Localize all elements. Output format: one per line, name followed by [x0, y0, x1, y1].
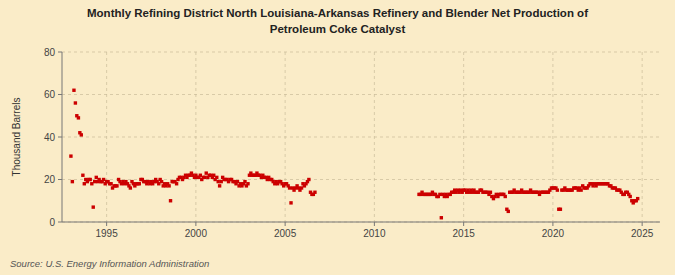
grid	[62, 52, 660, 222]
x-tick	[106, 222, 107, 226]
x-tick	[642, 222, 643, 226]
y-tick	[58, 52, 62, 53]
point	[199, 174, 202, 177]
point	[77, 116, 80, 119]
title: Monthly Refining District North Louisian…	[87, 7, 588, 35]
x-tick	[374, 222, 375, 226]
point	[215, 176, 218, 179]
point	[489, 191, 492, 194]
point	[579, 188, 582, 191]
grid-line-y	[62, 94, 660, 95]
point	[72, 89, 75, 92]
chart: Monthly Refining District North Louisian…	[0, 0, 675, 275]
title-line: Monthly Refining District North Louisian…	[87, 7, 588, 19]
point	[160, 180, 163, 183]
title-line: Petroleum Coke Catalyst	[270, 23, 406, 35]
point	[507, 210, 510, 213]
x-tick	[552, 222, 553, 226]
point	[212, 174, 215, 177]
y-tick	[58, 222, 62, 223]
point	[203, 176, 206, 179]
y-tick-label: 0	[49, 217, 55, 228]
grid-line-x	[195, 52, 196, 222]
point	[83, 182, 86, 185]
point	[92, 205, 95, 208]
point	[216, 180, 219, 183]
grid-line-y	[62, 52, 660, 53]
point	[102, 178, 105, 181]
point	[69, 154, 72, 157]
point	[289, 201, 292, 204]
grid-line-y	[62, 179, 660, 180]
point	[243, 180, 246, 183]
point	[556, 188, 559, 191]
point	[205, 171, 208, 174]
point	[89, 178, 92, 181]
source: Source: U.S. Energy Information Administ…	[10, 258, 209, 269]
grid-line-x	[374, 52, 375, 222]
point	[81, 174, 84, 177]
x-tick	[285, 222, 286, 226]
y-tick	[58, 179, 62, 180]
x-tick-label: 2020	[542, 228, 565, 239]
point	[218, 184, 221, 187]
point	[246, 182, 249, 185]
point	[169, 199, 172, 202]
grid-line-y	[62, 137, 660, 138]
point	[504, 195, 507, 198]
point	[93, 180, 96, 183]
point	[307, 178, 310, 181]
grid-line-x	[106, 52, 107, 222]
grid-line-x	[285, 52, 286, 222]
point	[129, 186, 132, 189]
y-tick	[58, 137, 62, 138]
x-axis-line	[62, 222, 660, 223]
y-tick-label: 40	[44, 132, 56, 143]
x-tick-label: 1995	[96, 228, 119, 239]
grid-line-y	[62, 222, 660, 223]
x-tick	[463, 222, 464, 226]
x-tick-label: 2025	[631, 228, 654, 239]
y-axis-label: Thousand Barrels	[11, 98, 22, 177]
y-tick-label: 80	[44, 47, 56, 58]
grid-line-x	[463, 52, 464, 222]
point	[74, 101, 77, 104]
point	[71, 180, 74, 183]
grid-line-x	[552, 52, 553, 222]
x-tick-label: 2005	[274, 228, 297, 239]
y-tick-label: 60	[44, 89, 56, 100]
y-tick	[58, 94, 62, 95]
point	[628, 195, 631, 198]
background	[0, 0, 675, 275]
y-tick-label: 20	[44, 174, 56, 185]
point	[313, 191, 316, 194]
point	[138, 182, 141, 185]
point	[636, 197, 639, 200]
points	[69, 89, 639, 220]
point	[167, 184, 170, 187]
x-tick-label: 2015	[453, 228, 476, 239]
point	[440, 216, 443, 219]
point	[109, 182, 112, 185]
point	[175, 182, 178, 185]
point	[236, 180, 239, 183]
point	[559, 208, 562, 211]
point	[288, 186, 291, 189]
x-tick-label: 2000	[185, 228, 208, 239]
grid-line-x	[642, 52, 643, 222]
x-tick	[195, 222, 196, 226]
x-tick-label: 2010	[363, 228, 386, 239]
point	[80, 133, 83, 136]
point	[115, 184, 118, 187]
